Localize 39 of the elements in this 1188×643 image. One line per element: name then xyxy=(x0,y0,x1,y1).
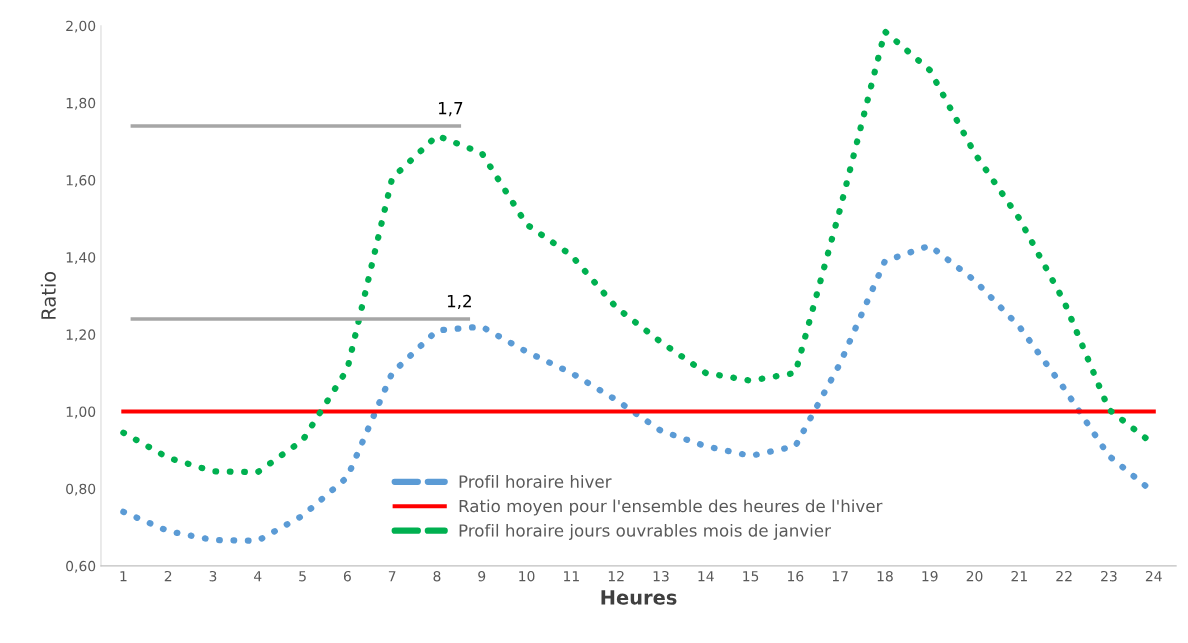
x-tick-label: 15 xyxy=(743,571,759,582)
x-tick-label: 2 xyxy=(164,570,172,582)
x-tick-label: 16 xyxy=(788,570,804,582)
y-axis-title: Ratio xyxy=(40,271,56,319)
x-tick-label: 11 xyxy=(564,571,579,582)
x-tick-label: 1 xyxy=(120,571,127,582)
y-tick-label: 2,00 xyxy=(66,20,96,33)
x-tick-label: 9 xyxy=(478,570,486,582)
x-axis-title: Heures xyxy=(601,590,677,605)
y-tick-label: 0,80 xyxy=(66,483,96,496)
y-tick-label: 0,60 xyxy=(66,560,96,573)
x-tick-label: 23 xyxy=(1101,570,1117,582)
x-tick-label: 21 xyxy=(1011,570,1027,582)
x-tick-label: 24 xyxy=(1145,570,1162,582)
legend-label: Profil horaire jours ouvrables mois de janvier xyxy=(459,523,831,541)
x-tick-label: 22 xyxy=(1056,570,1072,582)
x-tick-label: 20 xyxy=(966,570,983,582)
x-tick-label: 8 xyxy=(433,570,441,582)
y-tick-label: 1,40 xyxy=(66,252,96,265)
legend-label: Profil horaire hiver xyxy=(459,474,612,488)
y-tick-label: 1,00 xyxy=(66,406,96,419)
x-tick-label: 18 xyxy=(877,570,893,582)
y-tick-label: 1,80 xyxy=(66,97,96,110)
y-tick-label: 1,60 xyxy=(66,175,96,187)
x-tick-label: 7 xyxy=(388,571,396,582)
x-tick-label: 13 xyxy=(653,570,669,582)
x-tick-label: 3 xyxy=(209,570,217,582)
x-tick-label: 6 xyxy=(343,570,351,582)
annotation: 1,2 xyxy=(447,294,471,310)
annotation: 1,7 xyxy=(438,102,463,117)
x-tick-label: 4 xyxy=(254,571,262,582)
x-tick-label: 19 xyxy=(922,570,938,582)
x-tick-label: 10 xyxy=(519,570,535,582)
x-tick-label: 17 xyxy=(832,571,848,582)
y-tick-label: 1,20 xyxy=(66,329,96,342)
legend-label: Ratio moyen pour l'ensemble des heures de l'hiver xyxy=(459,499,883,516)
x-tick-label: 5 xyxy=(299,571,306,582)
x-tick-label: 14 xyxy=(698,571,714,582)
x-tick-label: 12 xyxy=(608,570,624,582)
